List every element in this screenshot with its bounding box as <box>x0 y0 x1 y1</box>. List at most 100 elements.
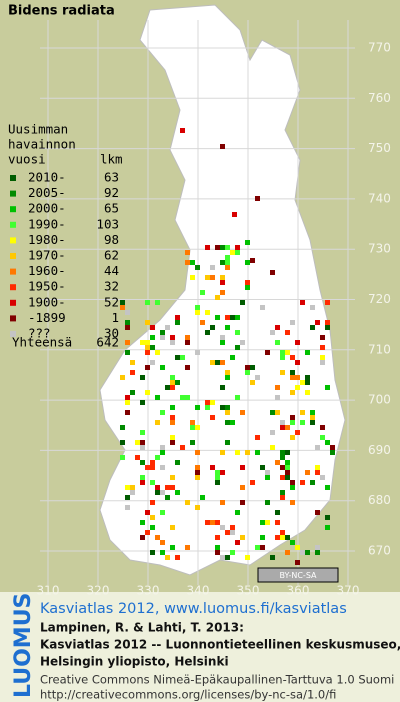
atlas-link[interactable]: Kasviatlas 2012, www.luomus.fi/kasviatla… <box>40 601 347 617</box>
observation-cell <box>265 500 270 505</box>
observation-cell <box>220 275 225 280</box>
observation-cell <box>315 445 320 450</box>
observation-cell <box>235 250 240 255</box>
observation-cell <box>175 320 180 325</box>
observation-cell <box>205 400 210 405</box>
legend-count: 65 <box>104 201 119 216</box>
legend-label: 1960- <box>28 263 66 278</box>
observation-cell <box>325 485 330 490</box>
observation-cell <box>270 430 275 435</box>
observation-cell <box>170 545 175 550</box>
observation-cell <box>290 355 295 360</box>
observation-cell <box>290 415 295 420</box>
observation-cell <box>175 460 180 465</box>
map-title: Bidens radiata <box>8 4 115 19</box>
observation-cell <box>260 465 265 470</box>
observation-cell <box>310 420 315 425</box>
observation-cell <box>295 545 300 550</box>
observation-cell <box>210 325 215 330</box>
observation-cell <box>140 460 145 465</box>
license-line: http://creativecommons.org/licenses/by-n… <box>40 688 336 702</box>
observation-cell <box>285 450 290 455</box>
legend-total-label: Yhteensä <box>12 335 72 350</box>
observation-cell <box>130 390 135 395</box>
observation-cell <box>290 480 295 485</box>
legend-label: 2010- <box>28 170 66 185</box>
observation-cell <box>210 520 215 525</box>
observation-cell <box>245 285 250 290</box>
observation-cell <box>260 535 265 540</box>
observation-cell <box>150 460 155 465</box>
observation-cell <box>235 395 240 400</box>
observation-cell <box>270 410 275 415</box>
observation-cell <box>155 490 160 495</box>
observation-cell <box>170 435 175 440</box>
observation-cell <box>330 445 335 450</box>
observation-cell <box>170 405 175 410</box>
observation-cell <box>160 550 165 555</box>
observation-cell <box>295 375 300 380</box>
observation-cell <box>255 450 260 455</box>
legend-swatch <box>10 299 16 306</box>
observation-cell <box>300 550 305 555</box>
observation-cell <box>195 350 200 355</box>
observation-cell <box>305 380 310 385</box>
observation-cell <box>210 275 215 280</box>
footer-background <box>0 592 400 702</box>
observation-cell <box>170 420 175 425</box>
legend-label: ??? <box>28 326 51 341</box>
x-label: 320 <box>87 584 110 598</box>
observation-cell <box>230 420 235 425</box>
observation-cell <box>125 505 130 510</box>
observation-cell <box>225 440 230 445</box>
observation-cell <box>160 330 165 335</box>
legend-swatch <box>10 190 16 197</box>
observation-cell <box>260 520 265 525</box>
observation-cell <box>220 260 225 265</box>
legend: 2010- 63 2005- 92 2000- 65 1990- 103 1980- 98 1970… <box>10 170 119 350</box>
observation-cell <box>195 425 200 430</box>
observation-cell <box>130 490 135 495</box>
observation-cell <box>150 465 155 470</box>
legend-swatch <box>10 237 16 244</box>
observation-cell <box>195 310 200 315</box>
observation-cell <box>290 375 295 380</box>
observation-cell <box>255 435 260 440</box>
observation-cell <box>265 520 270 525</box>
observation-cell <box>300 300 305 305</box>
observation-cell <box>215 245 220 250</box>
observation-cell <box>315 510 320 515</box>
observation-cell <box>185 335 190 340</box>
observation-cell <box>280 475 285 480</box>
observation-cell <box>280 495 285 500</box>
observation-cell <box>210 400 215 405</box>
badge-text: BY-NC-SA <box>279 571 317 580</box>
observation-cell <box>145 300 150 305</box>
observation-cell <box>180 355 185 360</box>
observation-cell <box>325 525 330 530</box>
observation-cell <box>250 365 255 370</box>
observation-cell <box>195 470 200 475</box>
observation-cell <box>280 465 285 470</box>
observation-cell <box>265 350 270 355</box>
observation-cell <box>120 305 125 310</box>
observation-cell <box>225 255 230 260</box>
observation-cell <box>280 490 285 495</box>
observation-cell <box>275 395 280 400</box>
observation-cell <box>225 265 230 270</box>
observation-cell <box>220 555 225 560</box>
observation-cell <box>120 300 125 305</box>
observation-cell <box>190 275 195 280</box>
x-label: 340 <box>187 584 210 598</box>
observation-cell <box>125 485 130 490</box>
observation-cell <box>305 390 310 395</box>
legend-label: 1950- <box>28 279 66 294</box>
observation-cell <box>220 245 225 250</box>
y-label: 690 <box>368 443 391 457</box>
observation-cell <box>155 395 160 400</box>
observation-cell <box>255 375 260 380</box>
observation-cell <box>245 260 250 265</box>
observation-cell <box>185 500 190 505</box>
citation-line: Kasviatlas 2012 -- Luonnontieteellinen k… <box>40 638 400 652</box>
legend-label: 1970- <box>28 248 66 263</box>
